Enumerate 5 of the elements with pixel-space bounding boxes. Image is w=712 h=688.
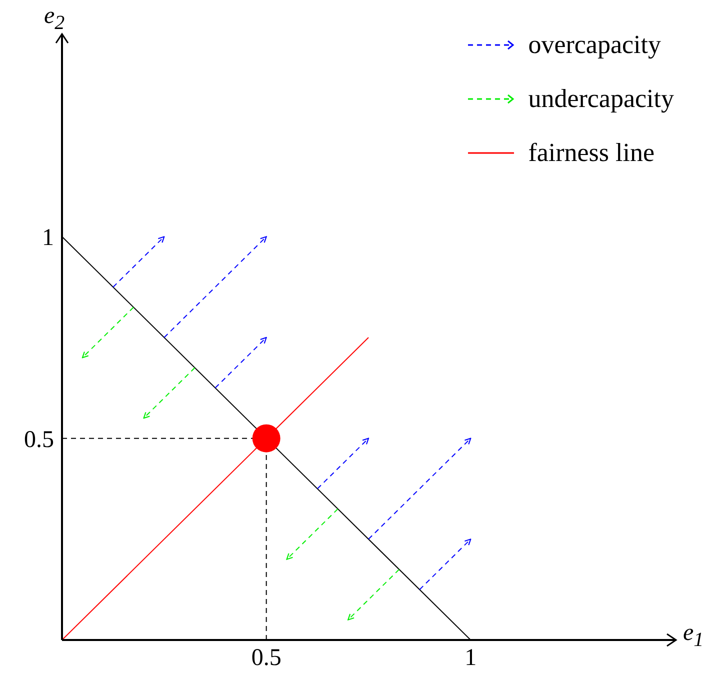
legend-label: overcapacity xyxy=(528,30,661,60)
legend-label: fairness line xyxy=(528,138,655,168)
legend-label: undercapacity xyxy=(528,84,674,114)
x-axis-title: e$_{1}$ xyxy=(683,620,704,652)
y-axis-title: e$_{2}$ xyxy=(44,3,65,35)
